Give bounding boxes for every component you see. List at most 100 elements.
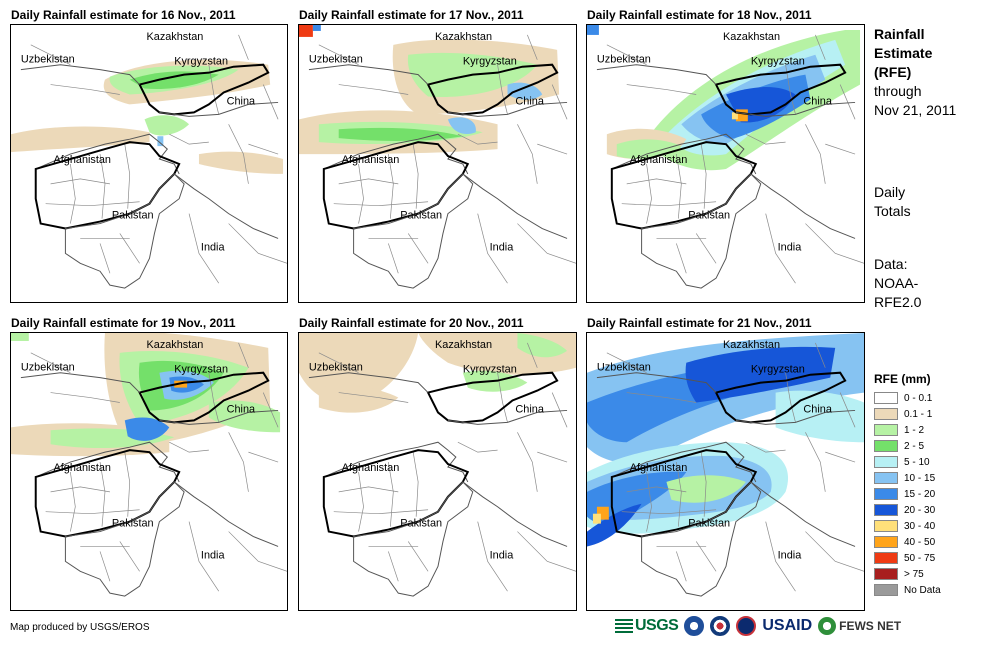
province-boundary xyxy=(208,64,220,115)
province-boundary xyxy=(248,143,279,155)
country-label-afghanistan: Afghanistan xyxy=(630,154,688,166)
country-label-uzbekistan: Uzbekistan xyxy=(21,362,75,374)
rainfall-map-panel: Kazakhstan Uzbekistan Kyrgyzstan China Afgha… xyxy=(586,332,865,611)
rainfall-area xyxy=(507,82,543,100)
province-boundary xyxy=(169,441,209,453)
legend-label: 0.1 - 1 xyxy=(904,408,933,420)
rainfall-area xyxy=(208,400,281,433)
province-boundary xyxy=(388,462,394,527)
province-boundary xyxy=(825,143,856,155)
province-boundary xyxy=(551,392,568,428)
country-label-afghanistan: Afghanistan xyxy=(630,462,688,474)
map-credit: Map produced by USGS/EROS xyxy=(10,622,150,633)
legend-item: 2 - 5 xyxy=(874,439,941,453)
country-label-pakistan: Pakistan xyxy=(400,210,442,222)
province-boundary xyxy=(676,154,682,219)
country-boundary xyxy=(735,409,856,425)
country-boundary xyxy=(735,101,856,117)
country-label-china: China xyxy=(515,403,544,415)
country-boundary xyxy=(308,372,429,393)
province-boundary xyxy=(695,233,717,264)
logo-strip: USGS USAID FEWS NET xyxy=(615,616,901,636)
province-boundary xyxy=(338,486,399,493)
province-boundary xyxy=(119,233,140,264)
fews-globe-icon xyxy=(818,617,837,635)
country-label-india: India xyxy=(201,241,226,253)
rainfall-area xyxy=(129,71,219,90)
country-label-kyrgyzstan: Kyrgyzstan xyxy=(174,364,228,376)
country-boundary xyxy=(611,441,757,483)
province-boundary xyxy=(646,471,652,532)
province-boundary xyxy=(517,124,538,184)
legend-swatch xyxy=(874,536,898,548)
province-boundary xyxy=(606,44,647,66)
province-boundary xyxy=(745,133,786,145)
province-boundary xyxy=(99,154,106,219)
country-boundary xyxy=(64,173,185,289)
province-boundary xyxy=(676,243,687,274)
legend-item: 30 - 40 xyxy=(874,519,941,533)
rainfall-map: Kazakhstan Uzbekistan Kyrgyzstan China Afgha… xyxy=(299,25,576,289)
sidebar-through: through Nov 21, 2011 xyxy=(874,82,956,120)
country-boundary xyxy=(20,64,140,85)
province-boundary xyxy=(338,84,409,95)
sidebar-data-line: Data: xyxy=(874,256,908,272)
country-label-kyrgyzstan: Kyrgyzstan xyxy=(174,56,228,68)
country-label-kazakhstan: Kazakhstan xyxy=(723,31,780,43)
rainfall-area xyxy=(447,117,476,135)
country-boundary xyxy=(138,371,270,424)
legend-swatch xyxy=(874,408,898,420)
rainfall-map: Kazakhstan Uzbekistan Kyrgyzstan China Afgha… xyxy=(587,333,864,597)
province-boundary xyxy=(188,213,220,284)
usaid-seal-icon xyxy=(736,616,757,636)
country-label-uzbekistan: Uzbekistan xyxy=(309,54,363,66)
country-label-kyrgyzstan: Kyrgyzstan xyxy=(751,364,805,376)
province-boundary xyxy=(765,521,796,592)
province-boundary xyxy=(238,34,249,60)
province-boundary xyxy=(358,163,364,224)
province-boundary xyxy=(527,34,538,60)
country-boundary xyxy=(462,481,568,547)
rainfall-area xyxy=(731,112,738,120)
sidebar-title: Rainfall Estimate (RFE) xyxy=(874,25,932,82)
country-label-india: India xyxy=(490,549,515,561)
legend-item: 10 - 15 xyxy=(874,471,941,485)
rainfall-map: Kazakhstan Uzbekistan Kyrgyzstan China Afgha… xyxy=(11,333,287,597)
country-boundary xyxy=(596,64,717,85)
legend-label: 15 - 20 xyxy=(904,488,936,500)
province-boundary xyxy=(388,154,394,219)
country-boundary xyxy=(462,173,568,239)
country-label-kyrgyzstan: Kyrgyzstan xyxy=(463,56,517,68)
province-boundary xyxy=(517,223,576,264)
country-boundary xyxy=(426,63,559,116)
province-boundary xyxy=(497,64,508,115)
country-boundary xyxy=(173,481,279,547)
legend-item: 0.1 - 1 xyxy=(874,407,941,421)
province-boundary xyxy=(646,163,652,224)
province-boundary xyxy=(839,392,856,428)
province-boundary xyxy=(50,392,120,403)
country-label-china: China xyxy=(227,403,256,415)
sidebar-through-line: through xyxy=(874,83,922,99)
province-boundary xyxy=(99,243,111,274)
province-boundary xyxy=(626,392,697,403)
panel-title: Daily Rainfall estimate for 19 Nov., 201… xyxy=(11,316,236,330)
panel-title: Daily Rainfall estimate for 20 Nov., 201… xyxy=(299,316,524,330)
province-boundary xyxy=(412,144,419,209)
legend-swatch xyxy=(874,568,898,580)
legend-label: No Data xyxy=(904,584,941,596)
province-boundary xyxy=(407,541,429,572)
legend-item: 50 - 75 xyxy=(874,551,941,565)
province-boundary xyxy=(99,551,111,582)
province-boundary xyxy=(124,452,131,517)
country-label-india: India xyxy=(490,241,515,253)
province-boundary xyxy=(30,44,71,66)
province-boundary xyxy=(70,163,76,224)
rainfall-area xyxy=(517,333,568,358)
country-boundary xyxy=(35,441,180,483)
country-boundary xyxy=(64,481,185,597)
province-boundary xyxy=(45,201,140,207)
usgs-logo: USGS xyxy=(615,617,679,635)
country-boundary xyxy=(714,63,847,116)
province-boundary xyxy=(333,509,429,515)
